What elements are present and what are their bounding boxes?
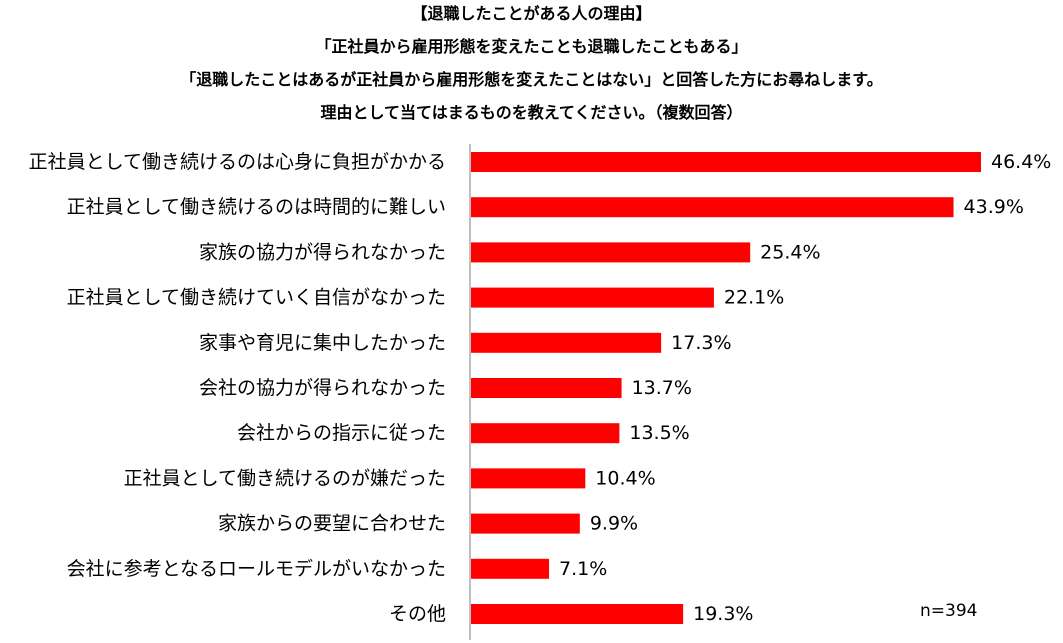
bar-1: [471, 197, 954, 218]
category-label-1: 正社員として働き続けるのは時間的に難しい: [67, 196, 446, 218]
bar-6: [471, 423, 620, 444]
value-label-10: 19.3%: [693, 603, 753, 625]
bar-8: [471, 513, 580, 534]
chart-subtitle-1: 「正社員から雇用形態を変えたことも退職したこともある」: [315, 37, 748, 56]
category-label-8: 家族からの要望に合わせた: [218, 513, 446, 535]
category-label-4: 家事や育児に集中したかった: [199, 332, 446, 354]
category-label-6: 会社からの指示に従った: [237, 422, 446, 444]
bar-0: [471, 152, 981, 172]
sample-size-label: n=394: [920, 601, 978, 621]
value-label-2: 25.4%: [760, 241, 820, 263]
chart-subtitle-3: 理由として当てはまるものを教えてください。（複数回答）: [320, 103, 743, 122]
bar-9: [471, 558, 550, 579]
value-label-5: 13.7%: [632, 377, 692, 399]
category-label-3: 正社員として働き続けていく自信がなかった: [67, 287, 446, 309]
category-label-10: その他: [389, 603, 446, 625]
category-label-7: 正社員として働き続けるのが嫌だった: [124, 467, 446, 489]
value-label-7: 10.4%: [595, 467, 655, 489]
value-label-1: 43.9%: [964, 196, 1024, 218]
value-label-3: 22.1%: [724, 287, 784, 309]
category-label-9: 会社に参考となるロールモデルがいなかった: [67, 558, 446, 580]
value-label-0: 46.4%: [991, 151, 1051, 173]
chart-subtitle-2: 「退職したことはあるが正社員から雇用形態を変えたことはない」と回答した方にお尋ね…: [180, 70, 883, 89]
bar-7: [471, 468, 586, 489]
chart-title: 【退職したことがある人の理由】: [411, 4, 652, 23]
category-label-5: 会社の協力が得られなかった: [199, 377, 446, 399]
bar-4: [471, 332, 662, 353]
category-label-0: 正社員として働き続けるのは心身に負担がかかる: [29, 151, 446, 173]
bar-3: [471, 287, 714, 308]
value-label-6: 13.5%: [629, 422, 689, 444]
bar-2: [471, 242, 751, 263]
value-label-4: 17.3%: [671, 332, 731, 354]
value-label-9: 7.1%: [559, 558, 607, 580]
category-label-2: 家族の協力が得られなかった: [199, 241, 446, 263]
bar-10: [471, 604, 684, 624]
bar-5: [471, 378, 622, 398]
value-label-8: 9.9%: [590, 513, 638, 535]
